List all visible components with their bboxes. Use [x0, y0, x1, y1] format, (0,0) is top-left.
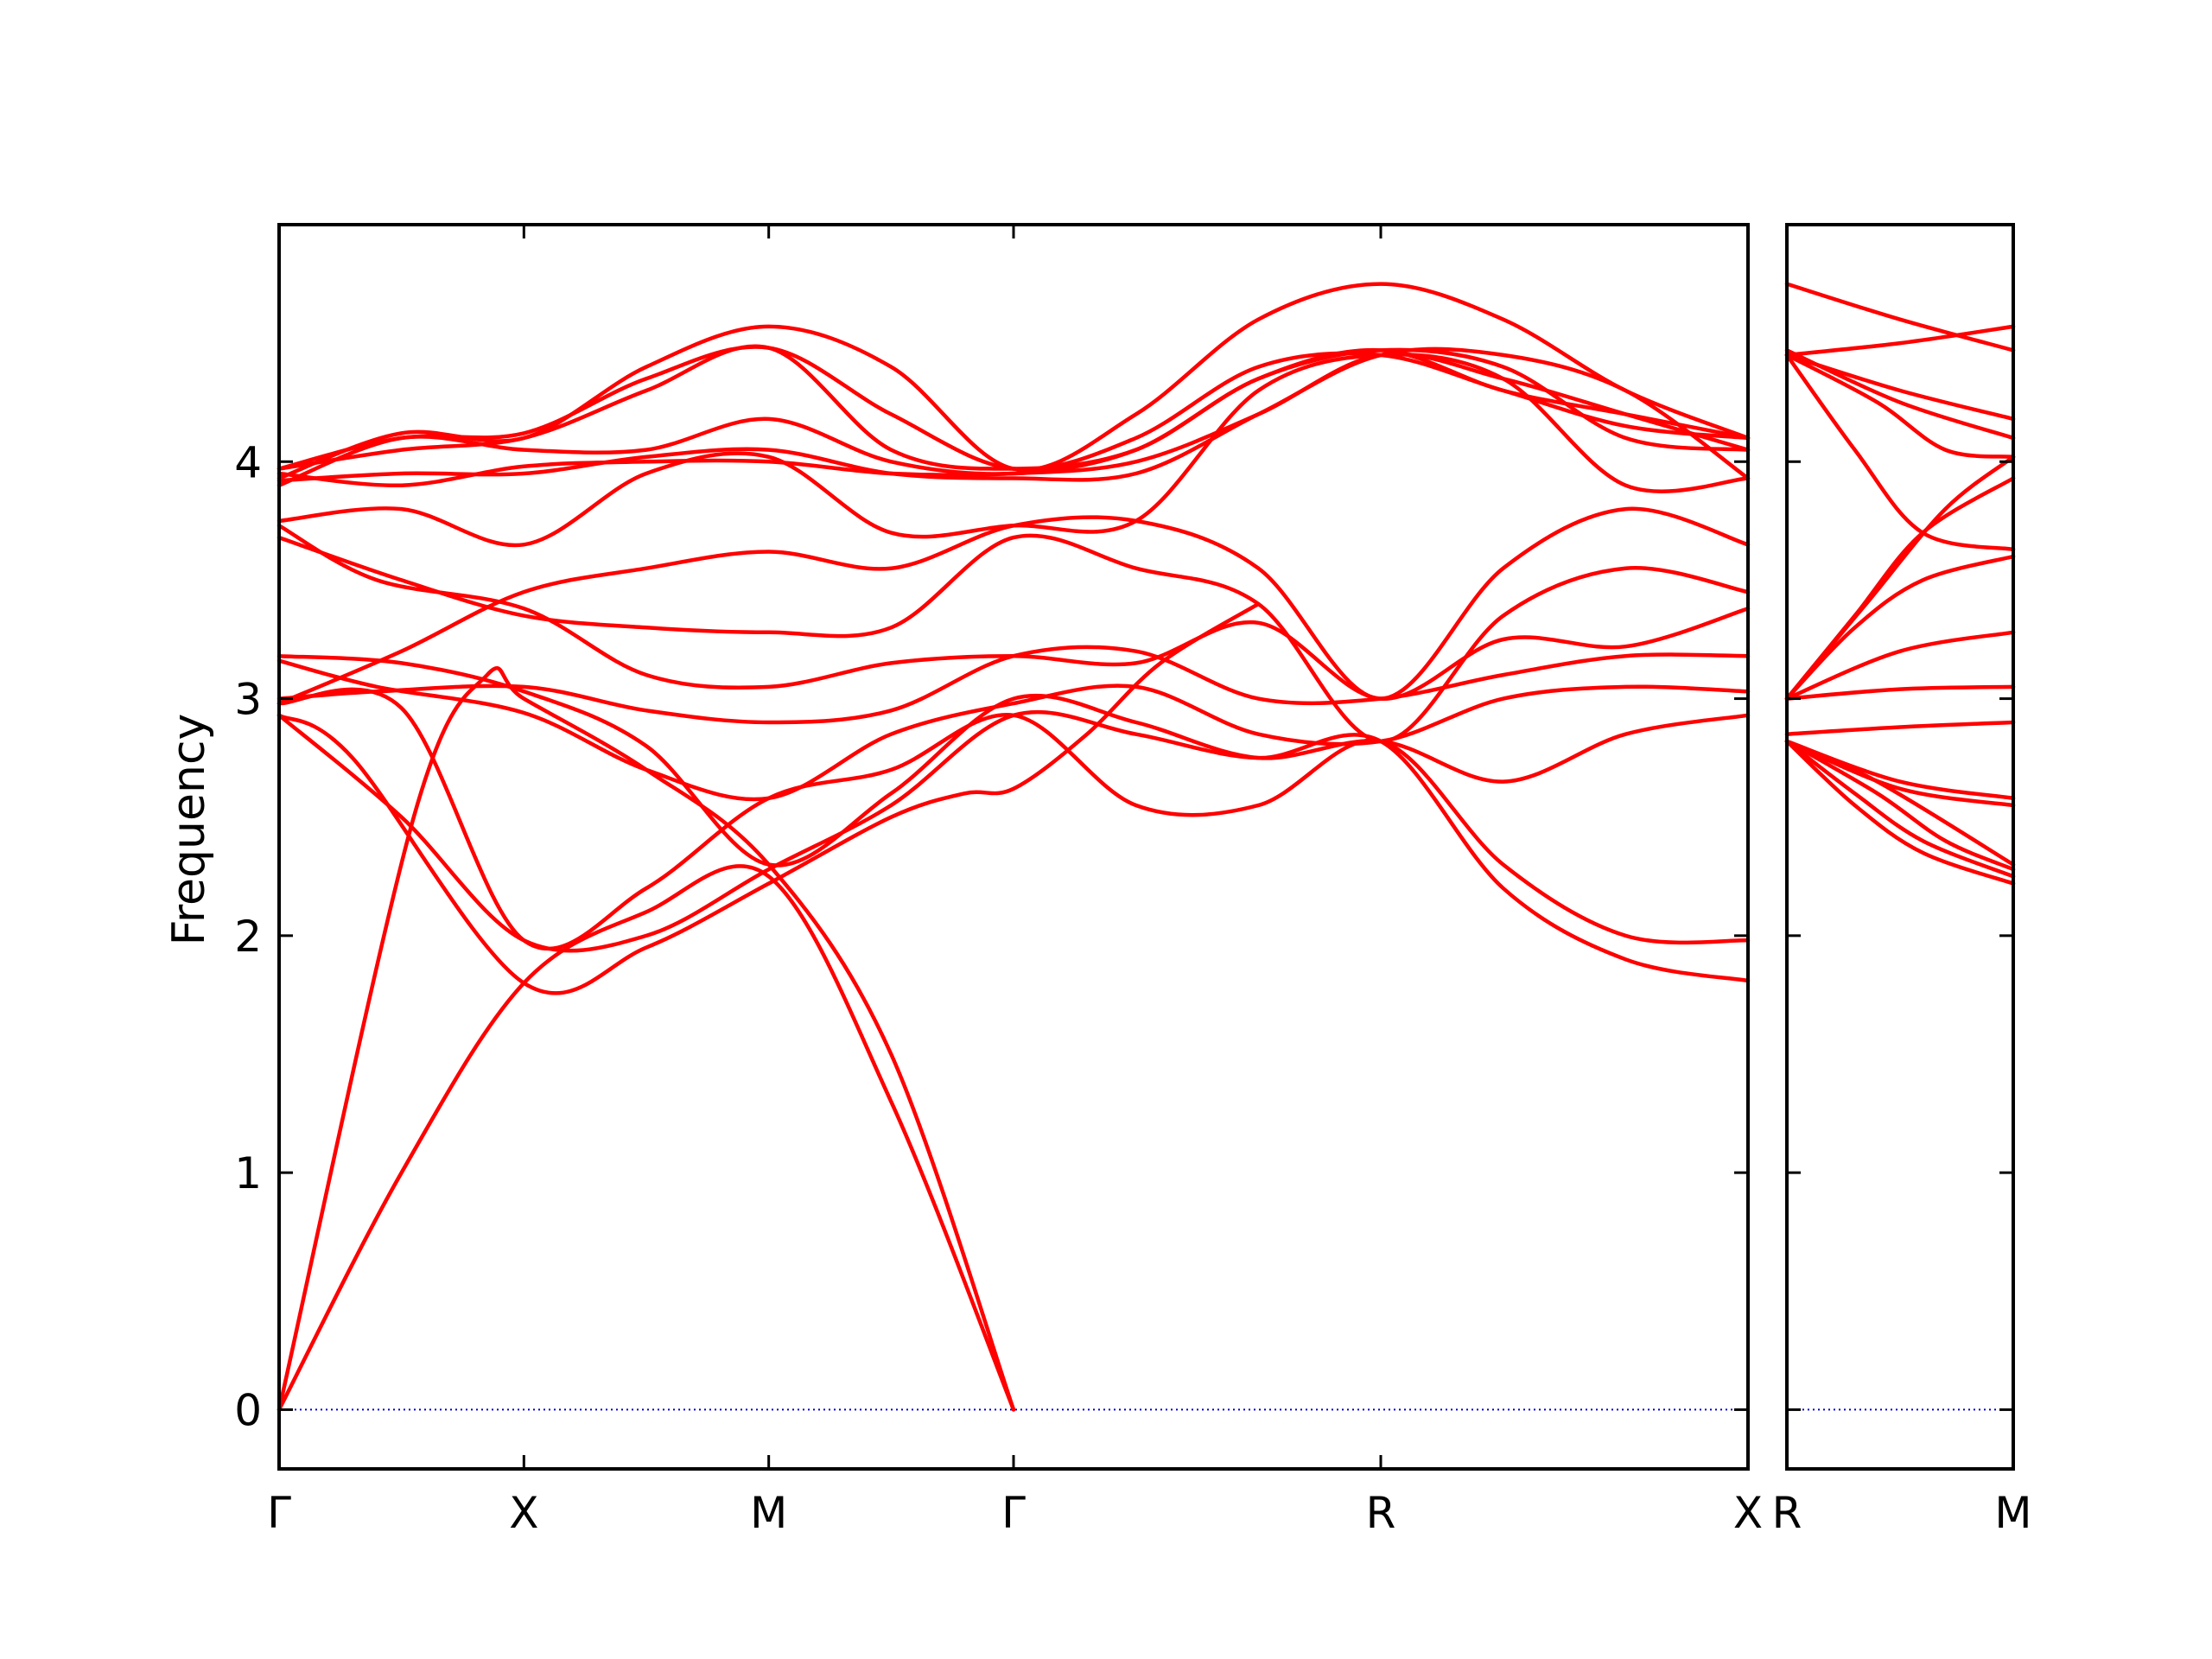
phonon-band-18 [1784, 324, 2016, 358]
x-tick-label: Γ [1001, 1488, 1026, 1538]
phonon-band-15 [276, 347, 1751, 487]
x-tick-label: M [750, 1488, 787, 1538]
phonon-band-10 [1784, 554, 2016, 701]
phonon-band-11 [276, 506, 1751, 706]
plot-frame [277, 223, 1750, 1471]
phonon-band-1 [276, 864, 1016, 1412]
x-tick-label: R [1366, 1488, 1396, 1538]
phonon-band-16 [276, 344, 1751, 471]
phonon-band-9 [1784, 630, 2016, 701]
x-tick-label: M [1994, 1488, 2031, 1538]
phonon-band-14 [1784, 353, 2016, 460]
phonon-band-2 [276, 666, 1016, 1412]
phonon-band-5 [276, 687, 1751, 951]
phonon-band-16 [1784, 353, 2016, 422]
phonon-band-3 [276, 601, 1261, 995]
phonon-band-7 [276, 658, 1751, 802]
phonon-band-18 [276, 282, 1751, 480]
plot-frame [1785, 223, 2015, 1471]
y-tick-label: 2 [234, 912, 262, 962]
phonon-band-2 [1784, 739, 2016, 879]
phonon-band-15 [1784, 348, 2016, 441]
phonon-band-6 [276, 653, 1751, 868]
phonon-band-7 [1784, 720, 2016, 736]
phonon-band-17 [1784, 282, 2016, 353]
y-tick-label: 0 [234, 1385, 262, 1435]
phonon-band-14 [276, 352, 1751, 488]
x-tick-label: R [1772, 1488, 1802, 1538]
x-tick-label: X [1733, 1488, 1763, 1538]
phonon-band-13 [1784, 353, 2016, 552]
phonon-band-9 [276, 524, 1751, 701]
y-tick-label: 1 [234, 1148, 262, 1198]
y-axis-label: Frequency [163, 714, 215, 946]
phonon-band-17 [276, 345, 1751, 472]
phonon-band-1 [1784, 739, 2016, 886]
phonon-band-10 [276, 533, 1751, 744]
phonon-band-8 [1784, 684, 2016, 701]
phonon-band-6 [1784, 739, 2016, 801]
x-tick-label: Γ [267, 1488, 291, 1538]
y-tick-label: 4 [234, 437, 262, 487]
phonon-band-4 [276, 709, 1751, 983]
x-tick-label: X [509, 1488, 538, 1538]
phonon-band-3 [1784, 739, 2016, 872]
phonon-band-13 [276, 346, 1751, 483]
y-tick-label: 3 [234, 675, 262, 725]
phonon-band-12 [1784, 454, 2016, 701]
y-axis-ticks: 0 1 2 3 4 [234, 437, 262, 1435]
phonon-band-8 [276, 645, 1751, 725]
